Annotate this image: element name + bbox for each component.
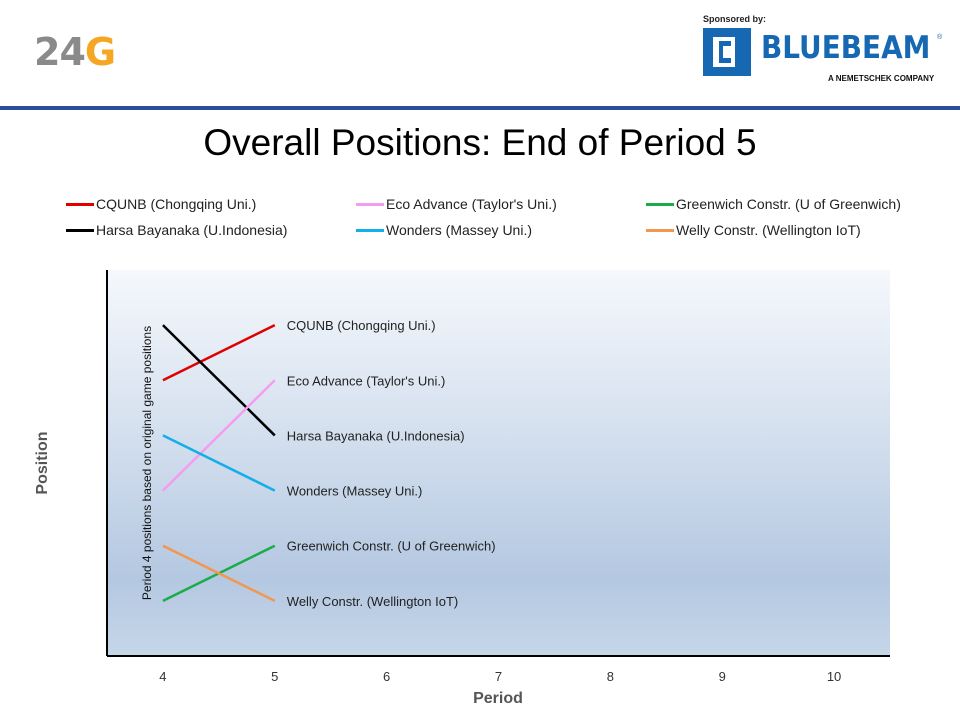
y-axis-title: Position — [34, 431, 51, 494]
x-axis-title: Period — [473, 690, 523, 707]
plot-area — [107, 270, 890, 656]
series-line-eco-advance-taylor-s-uni — [162, 379, 276, 492]
legend-item-greenwich-constr-u-of-greenwich: Greenwich Constr. (U of Greenwich) — [646, 196, 901, 212]
chart-annotation: Period 4 positions based on original gam… — [140, 326, 154, 600]
legend-item-eco-advance-taylor-s-uni: Eco Advance (Taylor's Uni.) — [356, 196, 557, 212]
x-tick-label: 4 — [159, 669, 166, 684]
legend-label: Harsa Bayanaka (U.Indonesia) — [96, 222, 288, 238]
x-tick-label: 5 — [271, 669, 278, 684]
bluebeam-registered: ® — [937, 34, 943, 41]
x-tick-label: 8 — [607, 669, 614, 684]
legend-swatch — [66, 228, 94, 232]
legend-label: Wonders (Massey Uni.) — [386, 222, 533, 238]
legend-swatch — [356, 202, 384, 206]
legend-swatch — [66, 202, 94, 206]
series-line-cqunb-chongqing-uni — [162, 324, 276, 382]
legend-item-cqunb-chongqing-uni: CQUNB (Chongqing Uni.) — [66, 196, 256, 212]
series-end-label: Welly Constr. (Wellington IoT) — [287, 594, 458, 609]
series-end-label: Greenwich Constr. (U of Greenwich) — [287, 539, 496, 554]
series-line-harsa-bayanaka-u-indonesia — [162, 324, 276, 437]
x-tick-label: 9 — [719, 669, 726, 684]
bluebeam-mark-icon — [703, 28, 751, 76]
series-line-welly-constr-wellington-iot — [162, 544, 276, 602]
series-end-label: Wonders (Massey Uni.) — [287, 484, 423, 499]
logo-24g: 24G — [34, 30, 116, 74]
chart-title: Overall Positions: End of Period 5 — [203, 122, 757, 163]
legend-item-harsa-bayanaka-u-indonesia: Harsa Bayanaka (U.Indonesia) — [66, 222, 287, 238]
x-tick-label: 10 — [827, 669, 841, 684]
legend-swatch — [646, 202, 674, 206]
series-line-wonders-massey-uni — [162, 434, 276, 492]
series-end-label: Eco Advance (Taylor's Uni.) — [287, 373, 446, 388]
sponsor-label: Sponsored by: — [703, 14, 767, 24]
legend-item-welly-constr-wellington-iot: Welly Constr. (Wellington IoT) — [646, 222, 861, 238]
x-tick-label: 7 — [495, 669, 502, 684]
legend-label: CQUNB (Chongqing Uni.) — [96, 196, 257, 212]
bluebeam-tagline: A NEMETSCHEK COMPANY — [828, 74, 935, 83]
series-end-label: Harsa Bayanaka (U.Indonesia) — [287, 428, 465, 443]
x-tick-label: 6 — [383, 669, 390, 684]
logo-24g-main: 24 — [34, 30, 86, 74]
series-end-label: CQUNB (Chongqing Uni.) — [287, 318, 436, 333]
header-rule — [0, 106, 960, 110]
legend-item-wonders-massey-uni: Wonders (Massey Uni.) — [356, 222, 532, 238]
logo-24g-accent: G — [84, 30, 116, 74]
legend-swatch — [646, 228, 674, 232]
bluebeam-wordmark: BLUEBEAM — [761, 30, 931, 66]
legend-label: Eco Advance (Taylor's Uni.) — [386, 196, 557, 212]
legend-label: Greenwich Constr. (U of Greenwich) — [676, 196, 901, 212]
legend-label: Welly Constr. (Wellington IoT) — [676, 222, 861, 238]
legend-swatch — [356, 228, 384, 232]
